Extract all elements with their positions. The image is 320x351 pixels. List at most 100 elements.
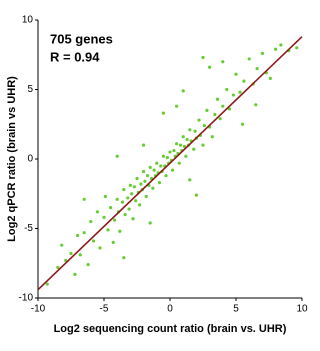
point [234, 72, 238, 76]
point [164, 174, 168, 178]
point [193, 129, 197, 133]
point [213, 112, 217, 117]
point [89, 219, 93, 224]
point [132, 185, 136, 189]
point [130, 192, 134, 196]
point [178, 143, 183, 147]
point [78, 253, 82, 257]
point [210, 135, 214, 139]
point [255, 67, 259, 71]
y-axis-label: Log2 qPCR ratio (brain vs UHR) [6, 76, 18, 242]
point [241, 122, 245, 126]
annotation: 705 genes [50, 31, 113, 46]
point [221, 104, 225, 108]
point [128, 183, 132, 188]
point [184, 154, 188, 158]
point [197, 118, 201, 122]
point [182, 144, 187, 149]
point [111, 240, 115, 244]
point [254, 103, 258, 107]
point [202, 124, 206, 128]
point [142, 143, 146, 147]
point [205, 108, 209, 112]
point [181, 89, 185, 93]
point [103, 194, 107, 199]
point [188, 178, 192, 182]
point [181, 135, 185, 139]
x-tick-label: 5 [233, 304, 239, 315]
y-tick-label: -5 [24, 223, 33, 234]
point [142, 169, 146, 174]
point [168, 150, 172, 154]
point [188, 128, 192, 132]
point [112, 218, 117, 222]
point [131, 217, 135, 221]
point [159, 164, 163, 168]
point [145, 174, 150, 178]
y-tick-label: 0 [27, 154, 33, 165]
point [175, 104, 179, 108]
point [152, 168, 156, 172]
point [138, 203, 142, 207]
point [242, 79, 246, 83]
y-tick-label: -10 [19, 293, 34, 304]
point [208, 65, 212, 69]
point [268, 76, 272, 80]
point [135, 176, 139, 181]
point [279, 43, 283, 47]
x-tick-label: -10 [31, 304, 46, 315]
point [86, 263, 90, 267]
point [194, 193, 198, 197]
point [115, 197, 119, 201]
point [274, 47, 278, 51]
point [221, 60, 225, 64]
point [122, 187, 126, 192]
point [161, 154, 165, 158]
point [161, 111, 165, 115]
point [95, 210, 99, 214]
point [260, 51, 264, 55]
point [60, 243, 64, 247]
point [123, 213, 127, 217]
point [134, 199, 138, 203]
point [98, 246, 102, 250]
x-tick-label: -5 [100, 304, 109, 315]
point [231, 93, 235, 97]
point [56, 265, 60, 270]
point [120, 200, 125, 204]
x-tick-label: 10 [296, 304, 308, 315]
point [143, 179, 147, 183]
point [192, 147, 196, 151]
point [82, 231, 86, 235]
point [151, 186, 155, 190]
point [247, 57, 251, 61]
point [157, 181, 162, 185]
point [177, 161, 181, 165]
point [148, 165, 152, 169]
point [73, 272, 77, 276]
point [218, 117, 222, 121]
point [185, 137, 189, 142]
x-axis-label: Log2 sequencing count ratio (brain vs. U… [54, 323, 287, 335]
point [171, 168, 175, 172]
point [45, 282, 49, 286]
point [118, 229, 122, 233]
point [155, 161, 159, 165]
x-tick-label: 0 [167, 304, 173, 315]
point [172, 149, 176, 153]
point [215, 97, 220, 101]
point [175, 142, 179, 146]
point [122, 256, 126, 260]
point [82, 197, 86, 201]
point [69, 251, 73, 256]
point [127, 207, 131, 211]
y-tick-label: 10 [22, 15, 34, 26]
point [102, 215, 106, 219]
point [227, 107, 231, 111]
point [109, 206, 113, 210]
annotation: R = 0.94 [50, 49, 100, 64]
point [201, 143, 205, 147]
point [106, 228, 110, 232]
point [115, 154, 119, 158]
point [238, 90, 242, 94]
